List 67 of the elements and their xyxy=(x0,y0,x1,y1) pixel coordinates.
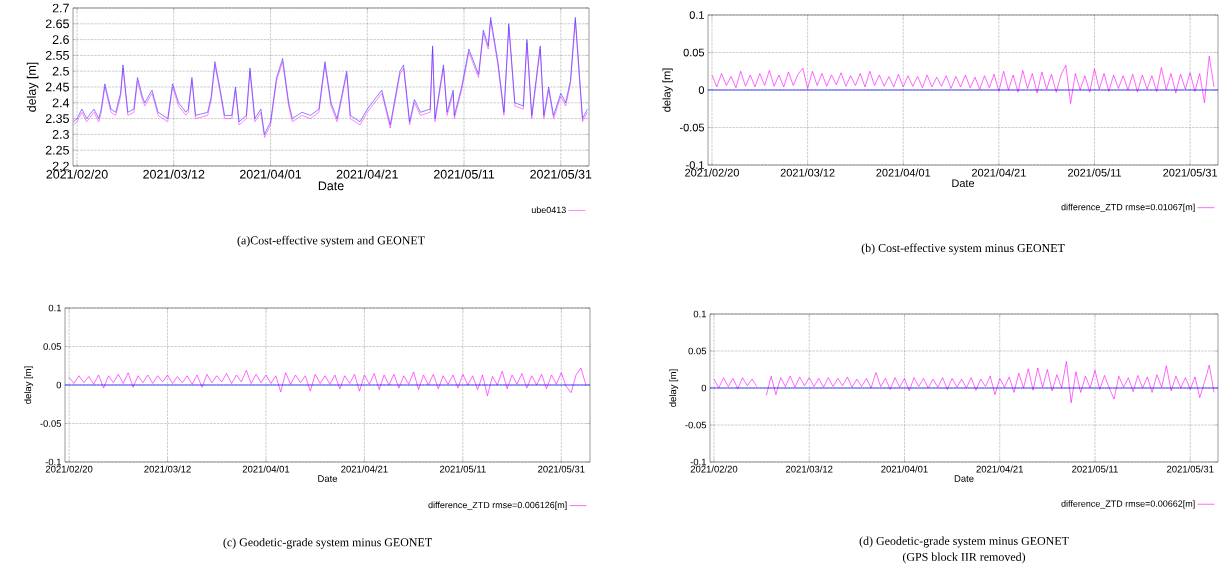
y-tick-label: -0.1 xyxy=(686,161,704,169)
y-tick-label: 2.6 xyxy=(52,35,69,45)
legend-label: ube0413 xyxy=(531,206,566,214)
x-tick-label: 2021/04/21 xyxy=(336,169,398,179)
x-tick-label: 2021/02/20 xyxy=(46,169,108,179)
x-tick-label: 2021/05/11 xyxy=(1068,168,1121,177)
x-tick-label: 2021/05/31 xyxy=(538,465,585,473)
y-tick-label: 2.5 xyxy=(52,66,69,76)
x-tick-label: 2021/04/01 xyxy=(881,465,928,473)
x-tick-label: 2021/05/31 xyxy=(530,169,592,179)
x-tick-label: 2021/05/31 xyxy=(1167,465,1214,473)
x-tick-label: 2021/02/20 xyxy=(685,168,739,177)
x-tick-label: 2021/04/01 xyxy=(239,169,302,179)
x-tick-label: 2021/03/12 xyxy=(786,465,833,473)
x-tick-label: 2021/04/21 xyxy=(971,168,1026,177)
legend-label: difference_ZTD rmse=0.006126[m] xyxy=(428,501,567,510)
x-tick-label: 2021/05/11 xyxy=(1072,465,1118,473)
y-tick-label: -0.05 xyxy=(679,123,705,132)
y-tick-label: 2.55 xyxy=(45,50,69,60)
y-tick-label: 0 xyxy=(56,381,62,389)
y-axis-title: delay [m] xyxy=(24,366,34,404)
y-tick-label: -0.1 xyxy=(45,458,62,466)
x-axis-title: Date xyxy=(318,181,344,191)
y-axis-title: delay [m] xyxy=(26,62,39,112)
x-tick-label: 2021/04/01 xyxy=(242,465,290,473)
text: (a)Cost-effective system and GEONET xyxy=(237,235,425,247)
y-tick-label: 2.65 xyxy=(45,19,69,29)
x-axis-title: Date xyxy=(318,475,338,482)
text: (c) Geodetic-grade system minus GEONET xyxy=(223,537,432,549)
legend-label: difference_ZTD rmse=0.01067[m] xyxy=(1061,203,1195,213)
y-tick-label: 2.35 xyxy=(45,114,69,124)
y-tick-label: 0 xyxy=(701,384,707,392)
y-tick-label: 2.25 xyxy=(45,145,69,155)
y-tick-label: 2.45 xyxy=(45,82,69,92)
y-tick-label: 0.05 xyxy=(43,343,62,350)
x-tick-label: 2021/03/12 xyxy=(780,168,835,177)
x-tick-label: 2021/03/12 xyxy=(143,169,205,179)
x-tick-label: 2021/04/21 xyxy=(341,465,388,473)
y-tick-label: 0.05 xyxy=(688,347,707,355)
x-tick-label: 2021/04/01 xyxy=(876,168,931,177)
text: (b) Cost-effective system minus GEONET xyxy=(861,243,1065,255)
y-tick-label: 0.05 xyxy=(683,48,705,57)
x-tick-label: 2021/05/31 xyxy=(1163,168,1218,177)
y-axis-title: delay [m] xyxy=(669,369,679,407)
y-tick-label: -0.1 xyxy=(690,458,707,466)
y-tick-label: 2.7 xyxy=(52,3,69,13)
x-axis-title: Date xyxy=(954,475,974,482)
legend-label: difference_ZTD rmse=0.00662[m] xyxy=(1061,500,1195,509)
x-tick-label: 2021/02/20 xyxy=(690,465,738,473)
x-tick-label: 2021/05/11 xyxy=(439,465,486,473)
x-tick-label: 2021/03/12 xyxy=(144,465,191,473)
y-tick-label: 2.3 xyxy=(52,130,69,139)
text: (GPS block IIR removed) xyxy=(902,552,1026,564)
y-tick-label: 2.2 xyxy=(52,161,69,171)
x-tick-label: 2021/05/11 xyxy=(433,169,495,179)
x-axis-title: Date xyxy=(952,179,975,188)
y-axis-title: delay [m] xyxy=(662,68,673,112)
x-tick-label: 2021/04/21 xyxy=(976,465,1023,473)
x-tick-label: 2021/02/20 xyxy=(45,465,93,473)
text: (d) Geodetic-grade system minus GEONET xyxy=(859,536,1069,548)
y-tick-label: 0.1 xyxy=(689,11,704,19)
y-tick-label: 0.1 xyxy=(48,304,62,312)
y-tick-label: -0.05 xyxy=(685,421,707,429)
y-tick-label: -0.05 xyxy=(40,420,62,427)
y-tick-label: 0.1 xyxy=(693,310,707,318)
y-tick-label: 2.4 xyxy=(52,98,70,108)
y-tick-label: 0 xyxy=(698,86,705,94)
